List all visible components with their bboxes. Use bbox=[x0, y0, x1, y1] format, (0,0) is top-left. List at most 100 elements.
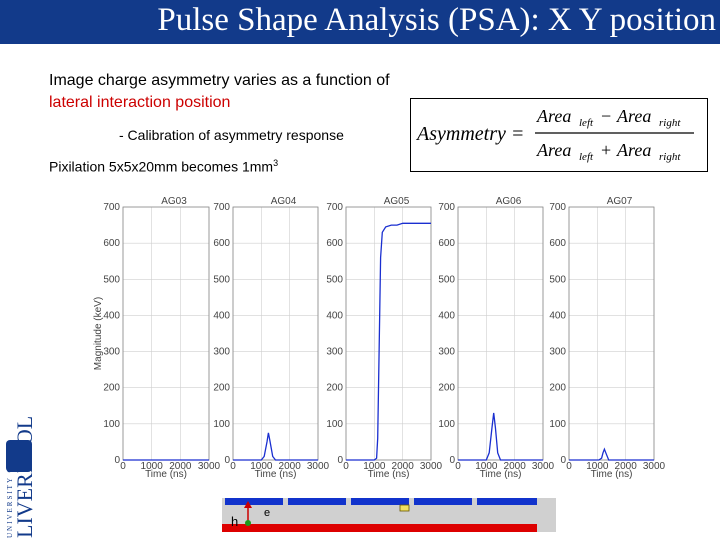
chart-3-series-line bbox=[346, 222, 431, 461]
chart-3-title: AG05 bbox=[384, 196, 410, 207]
chart-2-xtick-label: 2000 bbox=[279, 461, 302, 472]
chart-1-ytick-label: 0 bbox=[114, 455, 120, 466]
chart-5-title: AG07 bbox=[607, 196, 633, 207]
chart-2-frame bbox=[232, 206, 319, 461]
chart-5-ytick-label: 500 bbox=[549, 274, 566, 285]
chart-1-ytick-label: 200 bbox=[103, 383, 120, 394]
title-bar bbox=[0, 0, 720, 44]
chart-2-ytick-label: 0 bbox=[224, 455, 230, 466]
logo-main-text: LIVERPOOL bbox=[12, 416, 37, 538]
chart-1-ytick-label: 700 bbox=[103, 202, 120, 213]
formula-minus: − bbox=[601, 106, 611, 126]
pixilation-exponent: 3 bbox=[273, 158, 279, 168]
logo-crest-icon bbox=[6, 440, 32, 472]
chart-1-xlabel: Time (ns) bbox=[145, 469, 187, 480]
chart-2-xtick-label: 1000 bbox=[250, 461, 273, 472]
chart-5-xlabel: Time (ns) bbox=[591, 469, 633, 480]
chart-5-ytick-label: 600 bbox=[549, 238, 566, 249]
chart-5-xtick-label: 2000 bbox=[615, 461, 638, 472]
chart-4-ytick-label: 600 bbox=[438, 238, 455, 249]
chart-4-xtick-label: 2000 bbox=[504, 461, 527, 472]
chart-3-ytick-label: 400 bbox=[326, 310, 343, 321]
chart-5-ytick-label: 0 bbox=[560, 455, 566, 466]
formula-plus: + bbox=[601, 140, 611, 160]
chart-3-xtick-label: 3000 bbox=[420, 461, 443, 472]
formula-den-a-sub: left bbox=[579, 151, 594, 163]
chart-2-ytick-label: 200 bbox=[213, 383, 230, 394]
chart-5-xtick-label: 3000 bbox=[643, 461, 666, 472]
chart-5-ytick-label: 700 bbox=[549, 202, 566, 213]
formula-lhs: Asymmetry = bbox=[415, 123, 524, 145]
chart-1-ytick-label: 300 bbox=[103, 347, 120, 358]
chart-3-frame bbox=[345, 206, 432, 461]
chart-4-ytick-label: 300 bbox=[438, 347, 455, 358]
chart-4-xlabel: Time (ns) bbox=[480, 469, 522, 480]
logo-top-text: UNIVERSITY OF bbox=[6, 460, 14, 538]
chart-4-ytick-label: 400 bbox=[438, 310, 455, 321]
chart-1-xtick-label: 3000 bbox=[198, 461, 221, 472]
chart-1-ytick-label: 400 bbox=[103, 310, 120, 321]
logo-svg: UNIVERSITY OF LIVERPOOL bbox=[6, 416, 37, 538]
chart-3-xtick-label: 1000 bbox=[363, 461, 386, 472]
detector-diagram bbox=[222, 498, 556, 532]
chart-2-title: AG04 bbox=[271, 196, 297, 207]
chart-1-ytick-label: 500 bbox=[103, 274, 120, 285]
chart-2-ytick-label: 700 bbox=[213, 202, 230, 213]
formula-den-a: Area bbox=[536, 140, 571, 160]
chart-4-xtick-label: 3000 bbox=[532, 461, 555, 472]
pixilation-label: Pixilation 5x5x20mm becomes 1mm bbox=[49, 158, 274, 175]
chart-3-ytick-label: 200 bbox=[326, 383, 343, 394]
chart-3-ytick-label: 600 bbox=[326, 238, 343, 249]
asymmetry-formula: Asymmetry = Area left − Area right Area … bbox=[410, 98, 708, 172]
chart-4-ytick-label: 0 bbox=[449, 455, 455, 466]
chart-4-series-line bbox=[458, 412, 543, 461]
chart-3-ytick-label: 0 bbox=[337, 455, 343, 466]
formula-num-a-sub: left bbox=[579, 117, 594, 129]
chart-1-xtick-label: 2000 bbox=[169, 461, 192, 472]
chart-3-ytick-label: 100 bbox=[326, 419, 343, 430]
chart-3-ytick-label: 300 bbox=[326, 347, 343, 358]
chart-4-xtick-label: 1000 bbox=[475, 461, 498, 472]
chart-1-ytick-label: 100 bbox=[103, 419, 120, 430]
formula-den-b-sub: right bbox=[659, 151, 681, 163]
formula-num-b: Area bbox=[616, 106, 651, 126]
chart-5-series-line bbox=[569, 447, 654, 461]
chart-2-xtick-label: 0 bbox=[230, 461, 236, 472]
chart-1-frame bbox=[122, 206, 210, 461]
calibration-bullet: - Calibration of asymmetry response bbox=[119, 127, 344, 143]
chart-5-frame bbox=[568, 206, 655, 461]
chart-2-series-line bbox=[233, 432, 318, 461]
chart-5-xtick-label: 1000 bbox=[586, 461, 609, 472]
chart-5-ytick-label: 400 bbox=[549, 310, 566, 321]
chart-4-xtick-label: 0 bbox=[455, 461, 461, 472]
chart-1-ylabel: Magnitude (keV) bbox=[93, 297, 104, 370]
chart-1-xtick-label: 0 bbox=[120, 461, 126, 472]
chart-5-ytick-label: 300 bbox=[549, 347, 566, 358]
chart-2-ytick-label: 600 bbox=[213, 238, 230, 249]
chart-3-ytick-label: 500 bbox=[326, 274, 343, 285]
intro-line-2: lateral interaction position bbox=[49, 94, 231, 111]
formula-num-b-sub: right bbox=[659, 117, 681, 129]
chart-4-ytick-label: 500 bbox=[438, 274, 455, 285]
formula-den-b: Area bbox=[616, 140, 651, 160]
chart-5-ytick-label: 100 bbox=[549, 419, 566, 430]
chart-4-ytick-label: 200 bbox=[438, 383, 455, 394]
chart-5-ytick-label: 200 bbox=[549, 383, 566, 394]
chart-2-ytick-label: 500 bbox=[213, 274, 230, 285]
chart-1-xtick-label: 1000 bbox=[141, 461, 164, 472]
chart-3-xlabel: Time (ns) bbox=[368, 469, 410, 480]
chart-2-xlabel: Time (ns) bbox=[255, 469, 297, 480]
chart-4-ytick-label: 100 bbox=[438, 419, 455, 430]
chart-5-xtick-label: 0 bbox=[566, 461, 572, 472]
university-logo: UNIVERSITY OF LIVERPOOL bbox=[0, 370, 40, 540]
chart-2-ytick-label: 400 bbox=[213, 310, 230, 321]
pixilation-text: Pixilation 5x5x20mm becomes 1mm3 bbox=[49, 158, 278, 175]
chart-1-ytick-label: 600 bbox=[103, 238, 120, 249]
chart-4-ytick-label: 700 bbox=[438, 202, 455, 213]
chart-3-xtick-label: 0 bbox=[343, 461, 349, 472]
chart-3-xtick-label: 2000 bbox=[392, 461, 415, 472]
chart-4-title: AG06 bbox=[496, 196, 522, 207]
slide-title: Pulse Shape Analysis (PSA): X Y position bbox=[157, 2, 716, 38]
chart-1-title: AG03 bbox=[161, 196, 187, 207]
chart-4-frame bbox=[457, 206, 544, 461]
